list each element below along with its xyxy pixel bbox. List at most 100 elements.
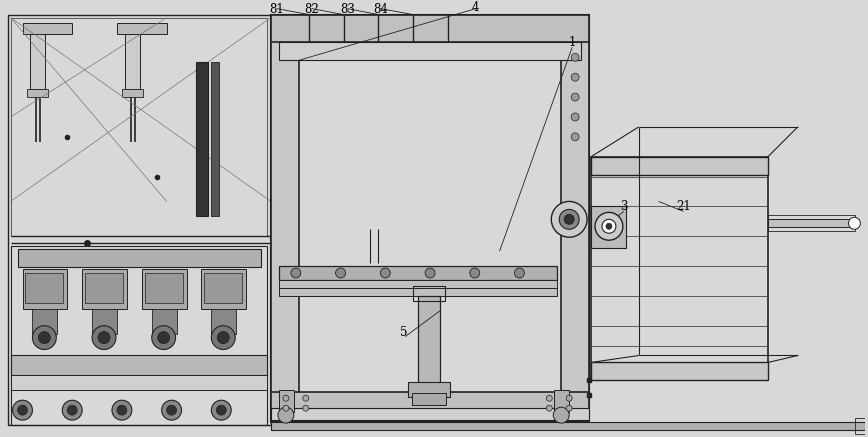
Text: 81: 81 xyxy=(270,3,285,16)
Circle shape xyxy=(112,400,132,420)
Bar xyxy=(141,269,187,309)
Bar xyxy=(212,62,220,216)
Circle shape xyxy=(303,405,309,411)
Bar xyxy=(856,418,865,434)
Text: 1: 1 xyxy=(569,36,575,49)
Bar xyxy=(152,309,176,333)
Bar xyxy=(23,23,72,35)
Bar xyxy=(271,14,589,422)
Circle shape xyxy=(571,53,579,61)
Bar xyxy=(279,390,294,412)
Bar xyxy=(555,390,569,412)
Text: 21: 21 xyxy=(676,200,691,213)
Bar xyxy=(8,14,271,425)
Circle shape xyxy=(167,405,176,415)
Circle shape xyxy=(515,268,524,278)
Bar xyxy=(32,309,57,333)
Bar xyxy=(30,35,45,89)
Bar xyxy=(10,246,267,425)
Bar xyxy=(418,296,440,385)
Bar xyxy=(10,355,267,375)
Bar xyxy=(28,89,49,97)
Bar xyxy=(413,286,445,301)
Circle shape xyxy=(553,407,569,423)
Bar xyxy=(85,273,123,303)
Bar xyxy=(271,14,299,420)
Bar xyxy=(145,273,182,303)
Bar xyxy=(591,157,768,380)
Bar xyxy=(591,157,768,175)
Bar xyxy=(10,375,267,390)
Circle shape xyxy=(216,405,227,415)
Circle shape xyxy=(278,407,294,423)
Circle shape xyxy=(564,215,574,224)
Bar xyxy=(122,89,142,97)
Bar xyxy=(10,17,267,236)
Bar xyxy=(201,269,247,309)
Bar xyxy=(271,14,589,42)
Circle shape xyxy=(546,405,552,411)
Circle shape xyxy=(291,268,301,278)
Circle shape xyxy=(283,395,289,401)
Bar xyxy=(117,23,167,35)
Circle shape xyxy=(283,405,289,411)
Circle shape xyxy=(152,326,175,350)
Circle shape xyxy=(380,268,391,278)
Bar xyxy=(562,14,589,420)
Bar xyxy=(412,393,446,405)
Circle shape xyxy=(98,332,110,343)
Circle shape xyxy=(62,400,82,420)
Circle shape xyxy=(595,212,623,240)
Circle shape xyxy=(566,395,572,401)
Circle shape xyxy=(212,400,231,420)
Bar xyxy=(591,206,626,248)
Bar xyxy=(212,309,236,333)
Circle shape xyxy=(606,223,612,229)
Bar xyxy=(82,269,127,309)
Circle shape xyxy=(470,268,480,278)
Circle shape xyxy=(602,219,616,233)
Bar xyxy=(768,215,856,231)
Text: 82: 82 xyxy=(305,3,319,16)
Bar xyxy=(125,35,140,89)
Circle shape xyxy=(303,395,309,401)
Circle shape xyxy=(217,332,229,343)
Circle shape xyxy=(425,268,435,278)
Bar xyxy=(23,269,67,309)
Bar xyxy=(92,309,117,333)
Circle shape xyxy=(32,326,56,350)
Circle shape xyxy=(17,405,28,415)
Circle shape xyxy=(566,405,572,411)
Text: 4: 4 xyxy=(472,1,479,14)
Bar xyxy=(25,273,63,303)
Bar xyxy=(204,273,242,303)
Circle shape xyxy=(551,201,587,237)
Circle shape xyxy=(117,405,127,415)
Bar xyxy=(768,219,856,227)
Circle shape xyxy=(571,73,579,81)
Bar xyxy=(196,62,208,216)
Circle shape xyxy=(12,400,32,420)
Bar xyxy=(279,42,581,60)
Circle shape xyxy=(92,326,116,350)
Circle shape xyxy=(336,268,345,278)
Circle shape xyxy=(158,332,169,343)
Circle shape xyxy=(67,405,77,415)
Bar xyxy=(271,408,589,420)
Bar xyxy=(279,280,557,288)
Circle shape xyxy=(38,332,50,343)
Bar xyxy=(271,422,865,430)
Bar xyxy=(279,288,557,296)
Text: 5: 5 xyxy=(400,326,408,339)
Bar xyxy=(271,392,589,410)
Text: 84: 84 xyxy=(373,3,388,16)
Circle shape xyxy=(546,395,552,401)
Bar xyxy=(17,249,261,267)
Text: 83: 83 xyxy=(340,3,355,16)
Bar xyxy=(591,362,768,380)
Circle shape xyxy=(571,133,579,141)
Circle shape xyxy=(849,217,860,229)
Circle shape xyxy=(571,113,579,121)
Circle shape xyxy=(559,209,579,229)
Bar xyxy=(279,266,557,280)
